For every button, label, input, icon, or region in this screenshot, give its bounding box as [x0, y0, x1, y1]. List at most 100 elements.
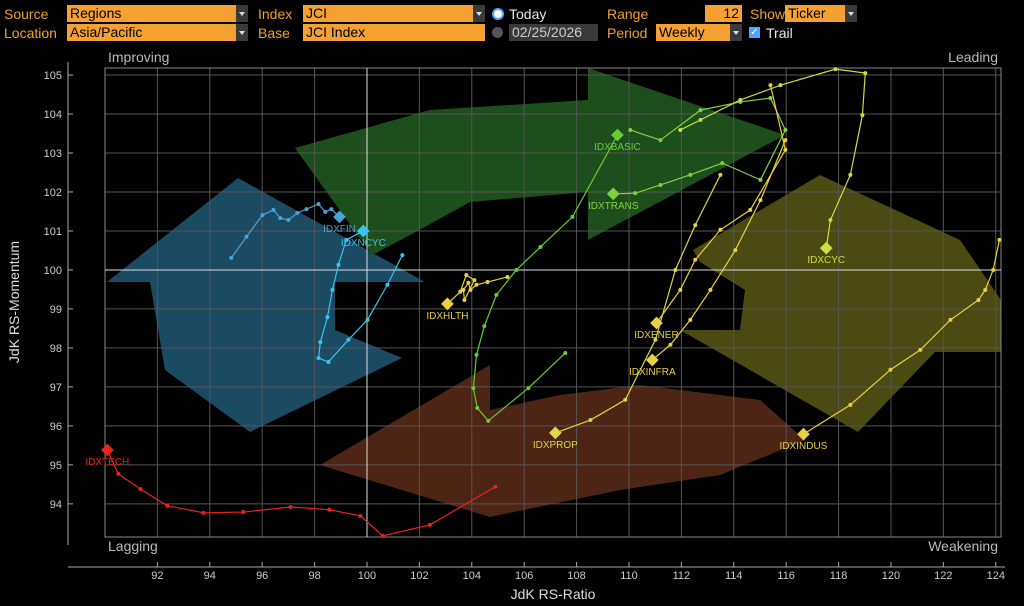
- x-tick-label: 96: [256, 570, 268, 582]
- period-dropdown[interactable]: Weekly: [656, 24, 742, 41]
- label: Range: [607, 6, 649, 22]
- trail-point: [323, 209, 328, 214]
- y-tick-label: 98: [50, 343, 62, 355]
- x-tick-label: 124: [987, 570, 1005, 582]
- trail-point: [295, 211, 300, 216]
- trail-point: [385, 282, 390, 287]
- x-tick-label: 108: [567, 570, 585, 582]
- trail-point: [848, 402, 853, 407]
- dropdown-arrow[interactable]: [236, 24, 248, 41]
- series-label: IDXINFRA: [629, 367, 676, 378]
- series: IDXHLTH: [426, 273, 510, 322]
- y-tick-label: 101: [44, 226, 62, 238]
- trail-point: [860, 113, 865, 118]
- trail-point: [828, 218, 833, 223]
- radio-date[interactable]: [492, 27, 503, 38]
- location-dropdown[interactable]: Asia/Pacific: [67, 24, 248, 41]
- trail-point: [633, 191, 638, 196]
- range-input[interactable]: 12: [705, 5, 742, 22]
- trail-point: [733, 248, 738, 253]
- x-tick-label: 102: [410, 570, 428, 582]
- label: Base: [258, 25, 290, 41]
- trail-point: [329, 207, 334, 212]
- x-tick-label: 110: [620, 570, 638, 582]
- series: IDXNCYC: [316, 224, 405, 364]
- trail-point: [693, 257, 698, 262]
- dropdown-arrow[interactable]: [473, 5, 485, 22]
- trail-point: [288, 504, 293, 509]
- trail-point: [514, 267, 519, 272]
- trail-point: [673, 267, 678, 272]
- trail-point: [678, 287, 683, 292]
- series: IDXTECH: [85, 443, 498, 538]
- trail-point: [344, 237, 349, 242]
- latest-marker: [356, 224, 370, 238]
- series-label: IDXTRANS: [588, 201, 639, 212]
- trail-point: [833, 67, 838, 72]
- latest-marker: [100, 443, 114, 457]
- index-dropdown[interactable]: JCI: [303, 5, 485, 22]
- plot-frame: [104, 67, 1002, 538]
- trail-point: [474, 352, 479, 357]
- quadrant-label: Lagging: [108, 538, 158, 554]
- trail-point: [783, 127, 788, 132]
- trail: [472, 134, 618, 422]
- trail: [317, 230, 403, 363]
- trail-point: [318, 340, 323, 345]
- y-tick-label: 95: [50, 460, 62, 472]
- value: 12: [723, 5, 739, 21]
- trail-point: [698, 108, 703, 113]
- y-tick-label: 99: [50, 304, 62, 316]
- trail-point: [758, 198, 763, 203]
- show-dropdown[interactable]: Ticker: [785, 5, 857, 22]
- value: 02/25/2026: [512, 24, 583, 40]
- trail-point: [358, 513, 363, 518]
- trail-checkbox[interactable]: ✓: [749, 27, 760, 38]
- y-tick-label: 100: [44, 265, 62, 277]
- source-dropdown[interactable]: Regions: [67, 5, 248, 22]
- dropdown-arrow[interactable]: [236, 5, 248, 22]
- date-input[interactable]: 02/25/2026: [509, 24, 598, 41]
- trail-point: [278, 216, 283, 221]
- value: JCI Index: [306, 24, 366, 40]
- trail-point: [468, 287, 473, 292]
- x-tick-label: 114: [725, 570, 743, 582]
- trail-point: [628, 127, 633, 132]
- x-tick-label: 94: [204, 570, 216, 582]
- trail-point: [848, 172, 853, 177]
- trail-point: [304, 207, 309, 212]
- x-tick-label: 116: [777, 570, 795, 582]
- value: Regions: [70, 5, 122, 21]
- trail-point: [472, 278, 477, 283]
- trail-point: [570, 214, 575, 219]
- radio-today[interactable]: [492, 8, 504, 20]
- y-tick-label: 105: [44, 70, 62, 82]
- x-tick-label: 118: [830, 570, 848, 582]
- label: Index: [258, 6, 293, 22]
- trail-point: [327, 507, 332, 512]
- trail-point: [718, 227, 723, 232]
- dropdown-arrow[interactable]: [845, 5, 857, 22]
- y-axis-title: JdK RS-Momentum: [6, 241, 22, 363]
- trail-point: [658, 138, 663, 143]
- trail-point: [482, 324, 487, 329]
- label: Source: [4, 6, 49, 22]
- quadrant-label: Improving: [108, 49, 169, 65]
- grid: [105, 68, 1001, 537]
- trail-point: [653, 337, 658, 342]
- trail-point: [260, 212, 265, 217]
- trail-point: [991, 267, 996, 272]
- dropdown-arrow[interactable]: [730, 24, 742, 41]
- series-label: IDXFIN: [323, 224, 356, 235]
- trail-point: [718, 172, 723, 177]
- base-input[interactable]: JCI Index: [303, 24, 485, 41]
- trail-point: [316, 202, 321, 207]
- trail-point: [330, 287, 335, 292]
- trail-point: [138, 487, 143, 492]
- x-tick-label: 120: [882, 570, 900, 582]
- trail-point: [201, 510, 206, 515]
- x-tick-label: 92: [151, 570, 163, 582]
- trail-point: [748, 207, 753, 212]
- trail-point: [325, 315, 330, 320]
